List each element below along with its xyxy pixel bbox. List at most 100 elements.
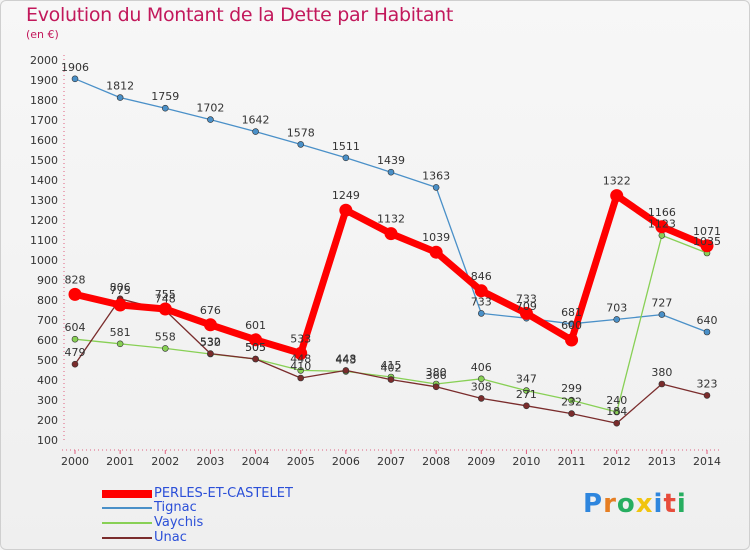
data-label: 581 (110, 326, 131, 339)
data-point (568, 396, 575, 404)
data-point (477, 375, 485, 383)
data-point (297, 374, 305, 382)
data-point (207, 116, 214, 123)
data-point (71, 360, 79, 368)
data-label: 1322 (603, 175, 631, 188)
data-label: 533 (290, 332, 311, 345)
data-label: 184 (606, 405, 627, 418)
data-point (297, 141, 305, 148)
data-label: 558 (155, 330, 176, 343)
x-tick-label: 2003 (196, 455, 224, 468)
data-label: 505 (245, 341, 266, 354)
x-tick-label: 2005 (287, 455, 315, 468)
data-point (613, 316, 621, 323)
y-tick-label: 900 (37, 274, 58, 287)
data-label: 846 (471, 270, 492, 283)
y-tick-label: 600 (37, 334, 58, 347)
data-label: 681 (561, 306, 582, 319)
data-point (387, 376, 395, 383)
data-label: 727 (651, 297, 672, 310)
data-label: 380 (651, 366, 672, 379)
data-label: 1123 (648, 217, 676, 230)
data-label: 410 (290, 360, 311, 373)
data-label: 347 (516, 373, 537, 386)
data-label: 308 (471, 380, 492, 393)
x-tick-label: 2004 (242, 455, 270, 468)
data-label: 640 (697, 314, 718, 327)
data-point (249, 333, 263, 347)
data-point (523, 387, 530, 394)
axes: 100 200 300 400 500 600 700 800 900 1000 1100 1200 1… (30, 54, 721, 468)
chart-subtitle: (en €) (26, 28, 59, 41)
data-label: 600 (561, 319, 582, 332)
legend-swatch (102, 537, 152, 539)
data-label: 299 (561, 382, 582, 395)
data-label: 1035 (693, 235, 721, 248)
data-label: 448 (290, 352, 311, 365)
data-label: 443 (335, 353, 356, 366)
data-label: 1439 (377, 154, 405, 167)
data-label: 703 (606, 301, 627, 314)
y-tick-label: 1000 (30, 254, 58, 267)
data-label: 1166 (648, 206, 676, 219)
data-label: 271 (516, 388, 537, 401)
data-label: 505 (245, 341, 266, 354)
y-tick-label: 700 (37, 314, 58, 327)
data-label: 733 (471, 295, 492, 308)
data-label: 748 (155, 292, 176, 305)
data-point (384, 227, 398, 241)
data-label: 1039 (422, 231, 450, 244)
data-point (161, 345, 169, 352)
data-label: 240 (606, 394, 627, 407)
data-label: 1906 (61, 61, 89, 74)
data-label: 532 (200, 336, 221, 349)
x-tick-label: 2009 (467, 455, 495, 468)
x-tick-label: 2000 (61, 455, 89, 468)
y-tick-label: 300 (37, 394, 58, 407)
x-tick-label: 2012 (603, 455, 631, 468)
data-label: 1642 (242, 114, 270, 127)
data-point (203, 318, 217, 332)
x-tick-label: 2010 (512, 455, 540, 468)
y-tick-label: 1900 (30, 74, 58, 87)
data-label: 323 (697, 377, 718, 390)
data-label: 406 (471, 361, 492, 374)
data-point (429, 245, 443, 259)
y-tick-label: 1600 (30, 134, 58, 147)
data-point (523, 402, 530, 410)
y-tick-label: 500 (37, 354, 58, 367)
data-label: 1363 (422, 169, 450, 182)
data-point (658, 380, 666, 388)
data-label: 1249 (332, 189, 360, 202)
data-label: 1812 (106, 80, 134, 93)
y-tick-label: 1100 (30, 234, 58, 247)
data-label: 806 (110, 281, 131, 294)
data-point (700, 239, 714, 253)
y-tick-label: 200 (37, 414, 58, 427)
x-tick-label: 2001 (106, 455, 134, 468)
data-point (116, 340, 124, 348)
data-label: 1702 (196, 102, 224, 115)
data-label: 1759 (151, 90, 179, 103)
series-lines (68, 75, 714, 427)
data-label: 380 (426, 366, 447, 379)
legend-label: PERLES-ET-CASTELET (154, 486, 293, 501)
data-point (297, 367, 305, 374)
x-tick-label: 2013 (648, 455, 676, 468)
data-label: 775 (110, 284, 131, 297)
legend-swatch (102, 522, 152, 524)
series-line-vaychis (74, 234, 708, 413)
data-label: 448 (335, 352, 356, 365)
data-point (116, 94, 124, 101)
legend-swatch (102, 507, 152, 509)
data-label: 1132 (377, 213, 405, 226)
y-tick-label: 1400 (30, 174, 58, 187)
y-tick-label: 2000 (30, 54, 58, 67)
data-point (387, 168, 395, 176)
data-point (158, 302, 172, 316)
data-point (613, 408, 621, 416)
data-label: 755 (155, 288, 176, 301)
x-tick-label: 2014 (693, 455, 721, 468)
